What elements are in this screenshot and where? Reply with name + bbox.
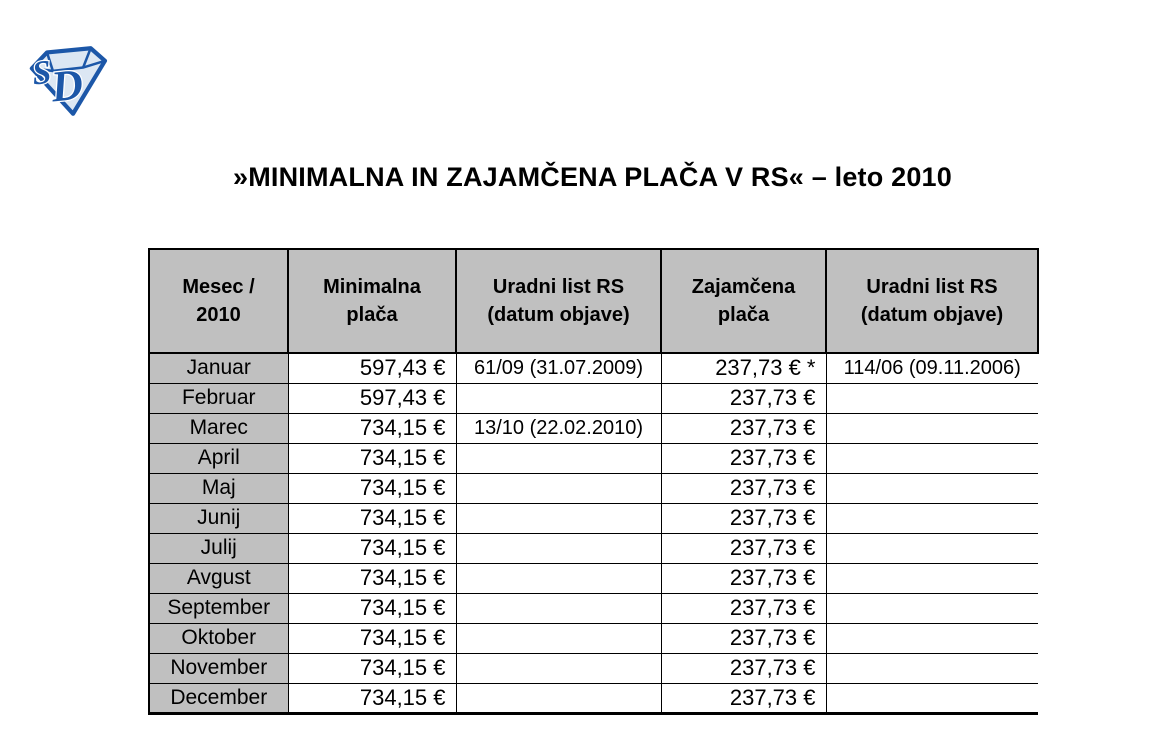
guaranteed-wage-cell: 237,73 € [660, 622, 827, 654]
gazette-minimal-cell [455, 652, 662, 684]
salary-table: Mesec / 2010 Minimalna plača Uradni list… [148, 248, 1039, 715]
gazette-guaranteed-cell [825, 652, 1038, 684]
header-line: (datum objave) [487, 304, 630, 326]
gazette-guaranteed-cell [825, 472, 1038, 504]
minimal-wage-cell: 734,15 € [287, 652, 457, 684]
table-header: Mesec / 2010 Minimalna plača Uradni list… [148, 248, 1039, 354]
header-line: Uradni list RS [492, 276, 625, 298]
col-header-zajamcena-placa: Zajamčena plača [660, 248, 827, 354]
gazette-minimal-cell [455, 682, 662, 714]
month-cell: Marec [148, 412, 289, 444]
minimal-wage-cell: 734,15 € [287, 502, 457, 534]
table-row: November 734,15 € 237,73 € [148, 652, 1038, 684]
header-line: 2010 [196, 304, 241, 326]
header-line: (datum objave) [860, 304, 1004, 326]
minimal-wage-cell: 734,15 € [287, 532, 457, 564]
gazette-guaranteed-cell [825, 412, 1038, 444]
header-row: Mesec / 2010 Minimalna plača Uradni list… [148, 248, 1039, 354]
col-header-uradni-list-min: Uradni list RS (datum objave) [455, 248, 662, 354]
table-row: Januar 597,43 €61/09 (31.07.2009) 237,73 €… [148, 352, 1038, 384]
gazette-minimal-cell [455, 532, 662, 564]
guaranteed-wage-cell: 237,73 € [660, 592, 827, 624]
gazette-minimal-cell [455, 562, 662, 594]
month-cell: November [148, 652, 289, 684]
header-line: Mesec / [182, 276, 255, 298]
guaranteed-wage-cell: 237,73 € * [660, 352, 827, 384]
gazette-guaranteed-cell: 114/06 (09.11.2006) [825, 352, 1038, 384]
month-cell: Maj [148, 472, 289, 504]
month-cell: December [148, 682, 289, 714]
table-body: Januar 597,43 €61/09 (31.07.2009) 237,73 €… [148, 352, 1038, 714]
table-row: Marec 734,15 €13/10 (22.02.2010) 237,73 € [148, 412, 1038, 444]
gazette-minimal-cell [455, 442, 662, 474]
gazette-guaranteed-cell [825, 562, 1038, 594]
gazette-minimal-cell: 13/10 (22.02.2010) [455, 412, 662, 444]
month-cell: April [148, 442, 289, 474]
guaranteed-wage-cell: 237,73 € [660, 652, 827, 684]
month-cell: Junij [148, 502, 289, 534]
col-header-uradni-list-zajamcena: Uradni list RS (datum objave) [825, 248, 1039, 354]
gazette-guaranteed-cell [825, 442, 1038, 474]
col-header-minimalna-placa: Minimalna plača [287, 248, 457, 354]
guaranteed-wage-cell: 237,73 € [660, 502, 827, 534]
table-row: December 734,15 € 237,73 € [148, 682, 1038, 714]
table-row: September 734,15 € 237,73 € [148, 592, 1038, 624]
gazette-guaranteed-cell [825, 682, 1038, 714]
gazette-minimal-cell [455, 592, 662, 624]
minimal-wage-cell: 734,15 € [287, 592, 457, 624]
table-row: Julij 734,15 € 237,73 € [148, 532, 1038, 564]
month-cell: September [148, 592, 289, 624]
minimal-wage-cell: 734,15 € [287, 622, 457, 654]
month-cell: Februar [148, 382, 289, 414]
table-row: Maj 734,15 € 237,73 € [148, 472, 1038, 504]
table-row: April 734,15 € 237,73 € [148, 442, 1038, 474]
minimal-wage-cell: 734,15 € [287, 682, 457, 714]
header-line: plača [346, 304, 398, 326]
guaranteed-wage-cell: 237,73 € [660, 382, 827, 414]
page-title: »MINIMALNA IN ZAJAMČENA PLAČA V RS« – le… [232, 162, 952, 192]
gazette-guaranteed-cell [825, 592, 1038, 624]
gazette-minimal-cell [455, 382, 662, 414]
gazette-minimal-cell [455, 472, 662, 504]
diamond-gem-icon: S D [29, 46, 108, 116]
minimal-wage-cell: 734,15 € [287, 442, 457, 474]
minimal-wage-cell: 734,15 € [287, 472, 457, 504]
gazette-minimal-cell [455, 502, 662, 534]
header-line: Zajamčena [691, 276, 796, 298]
guaranteed-wage-cell: 237,73 € [660, 682, 827, 714]
minimal-wage-cell: 734,15 € [287, 562, 457, 594]
header-line: plača [717, 304, 770, 326]
gazette-guaranteed-cell [825, 502, 1038, 534]
table-row: Februar 597,43 € 237,73 € [148, 382, 1038, 414]
guaranteed-wage-cell: 237,73 € [660, 532, 827, 564]
month-cell: Oktober [148, 622, 289, 654]
minimal-wage-cell: 734,15 € [287, 412, 457, 444]
col-header-mesec: Mesec / 2010 [148, 248, 289, 354]
table-row: Oktober 734,15 € 237,73 € [148, 622, 1038, 654]
sd-diamond-logo: S D [26, 42, 110, 120]
month-cell: Januar [148, 352, 289, 384]
gazette-guaranteed-cell [825, 622, 1038, 654]
guaranteed-wage-cell: 237,73 € [660, 472, 827, 504]
guaranteed-wage-cell: 237,73 € [660, 562, 827, 594]
gazette-guaranteed-cell [825, 532, 1038, 564]
gazette-minimal-cell [455, 622, 662, 654]
header-line: Uradni list RS [866, 276, 998, 298]
table-row: Avgust 734,15 € 237,73 € [148, 562, 1038, 594]
minimal-wage-cell: 597,43 € [287, 352, 457, 384]
svg-text:D: D [48, 60, 85, 111]
month-cell: Avgust [148, 562, 289, 594]
svg-text:S: S [30, 54, 52, 93]
guaranteed-wage-cell: 237,73 € [660, 412, 827, 444]
minimal-wage-cell: 597,43 € [287, 382, 457, 414]
month-cell: Julij [148, 532, 289, 564]
gazette-minimal-cell: 61/09 (31.07.2009) [455, 352, 662, 384]
guaranteed-wage-cell: 237,73 € [660, 442, 827, 474]
table-row: Junij 734,15 € 237,73 € [148, 502, 1038, 534]
header-line: Minimalna [323, 276, 421, 298]
gazette-guaranteed-cell [825, 382, 1038, 414]
